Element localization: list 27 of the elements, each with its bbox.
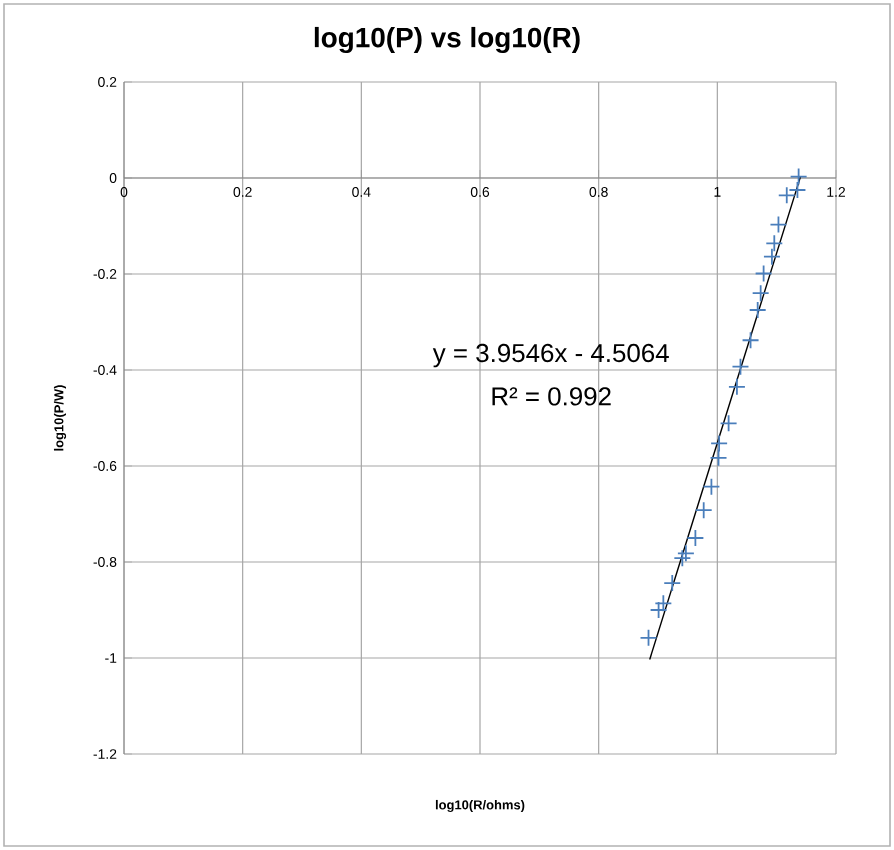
point xyxy=(777,186,796,205)
point xyxy=(676,544,695,563)
point xyxy=(754,264,773,283)
annotation: y = 3.9546x - 4.5064 xyxy=(432,343,669,368)
point xyxy=(686,529,705,547)
point xyxy=(765,234,784,253)
point xyxy=(709,448,728,467)
point xyxy=(719,414,738,433)
point xyxy=(741,331,760,350)
point xyxy=(731,357,750,376)
point xyxy=(763,247,781,266)
point xyxy=(769,215,788,234)
point xyxy=(702,477,721,496)
point xyxy=(649,601,668,619)
point xyxy=(710,434,729,453)
point xyxy=(751,284,770,303)
point xyxy=(789,167,808,186)
point xyxy=(694,501,713,520)
chart-title: log10(P) vs log10(R) xyxy=(314,26,580,54)
point xyxy=(748,301,767,319)
point xyxy=(728,377,746,396)
point xyxy=(639,628,658,647)
point xyxy=(673,549,692,568)
point xyxy=(788,181,807,199)
point xyxy=(663,574,682,593)
annotation: R² = 0.992 xyxy=(492,387,611,406)
point xyxy=(654,594,673,613)
